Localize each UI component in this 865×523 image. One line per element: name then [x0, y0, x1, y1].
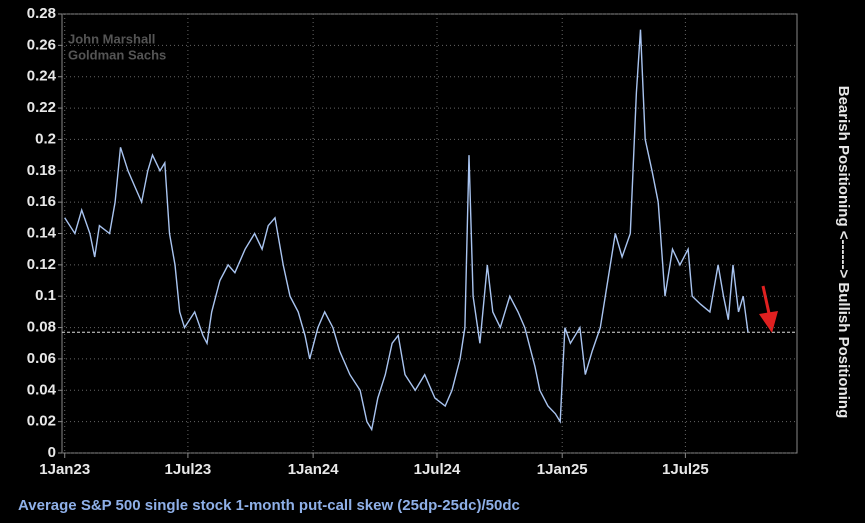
y-tick-label: 0.2 [35, 130, 56, 147]
data-line [64, 29, 749, 432]
x-axis-label: Average S&P 500 single stock 1-month put… [18, 497, 520, 514]
y-tick-label: 0.26 [27, 36, 56, 53]
x-tick-label: 1Jan23 [39, 461, 90, 478]
y-tick-label: 0.04 [27, 381, 57, 398]
arrow-head [759, 311, 778, 333]
x-tick-label: 1Jul25 [662, 461, 709, 478]
x-tick-label: 1Jul23 [165, 461, 212, 478]
y-tick-label: 0.28 [27, 5, 56, 22]
y-tick-label: 0.02 [27, 413, 56, 430]
y-tick-label: 0.16 [27, 193, 56, 210]
x-tick-label: 1Jan25 [537, 461, 588, 478]
watermark: Goldman Sachs [68, 47, 166, 62]
y-tick-label: 0.06 [27, 350, 56, 367]
right-label: Bearish Positioning <------> Bullish Pos… [835, 86, 852, 419]
y-tick-label: 0.14 [27, 224, 57, 241]
y-tick-label: 0.22 [27, 99, 56, 116]
y-tick-label: 0.1 [35, 287, 56, 304]
y-tick-label: 0.08 [27, 319, 56, 336]
y-tick-label: 0 [48, 444, 56, 461]
y-tick-label: 0.12 [27, 256, 56, 273]
x-tick-label: 1Jul24 [414, 461, 461, 478]
watermark: John Marshall [68, 31, 155, 46]
y-tick-label: 0.24 [27, 68, 57, 85]
y-tick-label: 0.18 [27, 162, 56, 179]
x-tick-label: 1Jan24 [288, 461, 340, 478]
